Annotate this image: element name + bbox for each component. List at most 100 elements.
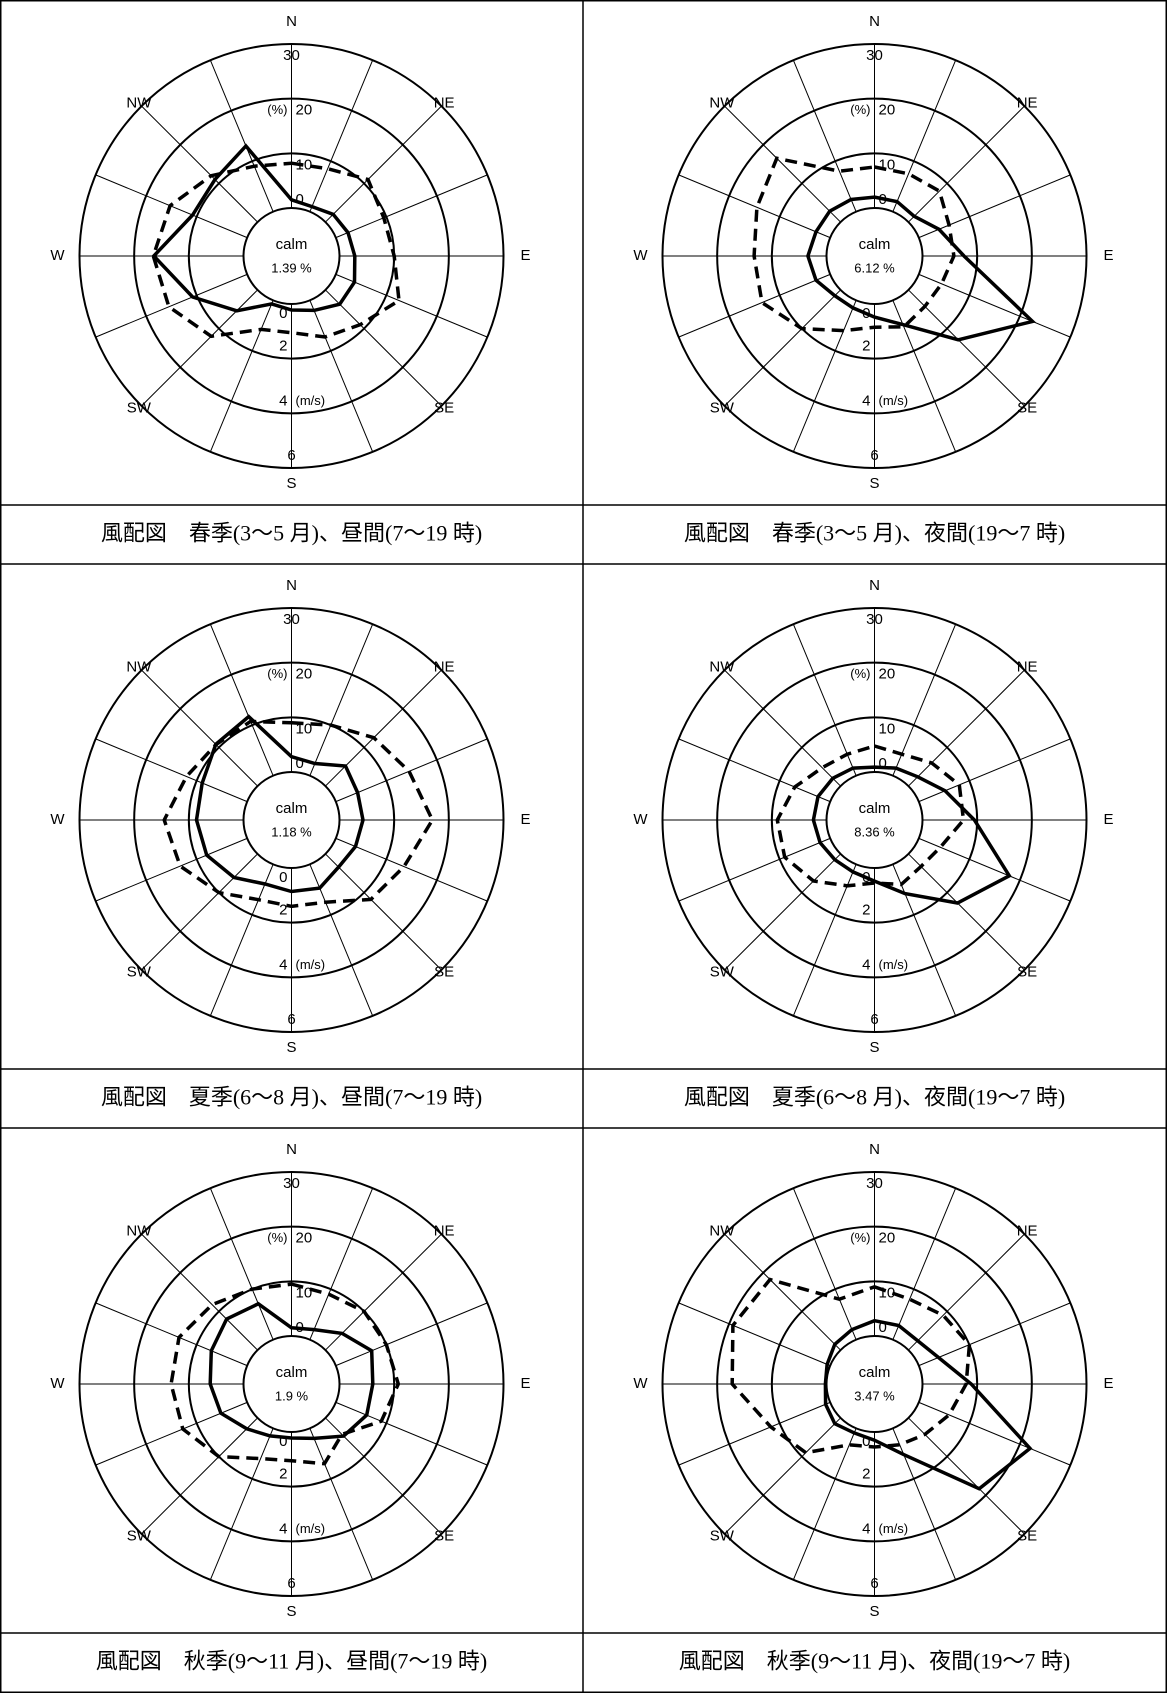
direction-label: S bbox=[869, 1039, 879, 1056]
spoke bbox=[908, 1417, 1025, 1535]
r2-unit-label: (m/s) bbox=[879, 957, 909, 972]
ring bbox=[242, 207, 341, 305]
r-tick-label: 0 bbox=[296, 755, 304, 772]
calm-value: 1.18 % bbox=[271, 824, 312, 839]
ring bbox=[825, 1335, 924, 1433]
spoke bbox=[792, 1428, 857, 1581]
r2-tick-label: 0 bbox=[279, 305, 287, 322]
spoke bbox=[325, 853, 442, 971]
spoke bbox=[141, 1233, 258, 1351]
r2-unit-label: (m/s) bbox=[296, 957, 326, 972]
caption: 風配図 夏季(6～8 月)、夜間(19～7 時) bbox=[684, 1085, 1065, 1110]
r2-tick-label: 2 bbox=[279, 902, 287, 919]
series-line bbox=[775, 744, 966, 888]
spoke bbox=[325, 105, 442, 223]
r-tick-label: 20 bbox=[296, 1230, 313, 1247]
spoke bbox=[335, 738, 488, 803]
direction-label: SW bbox=[127, 964, 152, 981]
spoke bbox=[908, 289, 1025, 407]
direction-label: NW bbox=[126, 658, 152, 675]
r2-tick-label: 0 bbox=[279, 1433, 287, 1450]
direction-label: SE bbox=[1017, 400, 1037, 417]
spoke bbox=[325, 289, 442, 407]
spoke bbox=[309, 623, 374, 776]
direction-label: W bbox=[633, 1375, 648, 1392]
r2-tick-label: 6 bbox=[287, 447, 295, 464]
caption: 風配図 春季(3～5 月)、昼間(7～19 時) bbox=[101, 521, 482, 546]
r-tick-label: 30 bbox=[866, 47, 883, 64]
r2-tick-label: 4 bbox=[279, 956, 287, 973]
spoke bbox=[724, 1233, 841, 1351]
spoke bbox=[724, 1417, 841, 1535]
spoke bbox=[141, 853, 258, 971]
series-line bbox=[811, 765, 1012, 905]
spoke bbox=[892, 864, 957, 1017]
spoke bbox=[209, 1428, 274, 1581]
r2-tick-label: 6 bbox=[870, 1575, 878, 1592]
spoke bbox=[918, 837, 1071, 902]
direction-label: N bbox=[869, 577, 880, 594]
spoke bbox=[918, 738, 1071, 803]
calm-text: calm bbox=[276, 800, 308, 817]
direction-label: S bbox=[869, 1603, 879, 1620]
r-tick-label: 10 bbox=[879, 720, 896, 737]
direction-label: S bbox=[286, 1603, 296, 1620]
ring bbox=[242, 771, 341, 869]
caption: 風配図 春季(3～5 月)、夜間(19～7 時) bbox=[684, 521, 1065, 546]
spoke bbox=[918, 1302, 1071, 1367]
caption: 風配図 夏季(6～8 月)、昼間(7～19 時) bbox=[101, 1085, 482, 1110]
series-line bbox=[151, 161, 401, 339]
spoke bbox=[678, 1401, 831, 1466]
spoke bbox=[678, 273, 831, 338]
r-tick-label: 10 bbox=[296, 156, 313, 173]
spoke bbox=[792, 300, 857, 453]
spoke bbox=[724, 853, 841, 971]
r-tick-label: 0 bbox=[879, 1319, 887, 1336]
spoke bbox=[678, 738, 831, 803]
spoke bbox=[95, 837, 248, 902]
spoke bbox=[141, 1417, 258, 1535]
r2-tick-label: 2 bbox=[862, 338, 870, 355]
r-unit-label: (%) bbox=[267, 1230, 287, 1245]
calm-text: calm bbox=[859, 236, 891, 253]
spoke bbox=[892, 623, 957, 776]
direction-label: E bbox=[520, 811, 530, 828]
r-tick-label: 30 bbox=[283, 611, 300, 628]
spoke bbox=[335, 174, 488, 239]
spoke bbox=[908, 105, 1025, 223]
r-tick-label: 10 bbox=[296, 1284, 313, 1301]
spoke bbox=[918, 174, 1071, 239]
series-line bbox=[730, 1277, 972, 1455]
r-unit-label: (%) bbox=[267, 666, 287, 681]
r2-tick-label: 4 bbox=[862, 956, 870, 973]
spoke bbox=[678, 174, 831, 239]
direction-label: NW bbox=[709, 1222, 735, 1239]
direction-label: E bbox=[520, 247, 530, 264]
r2-tick-label: 0 bbox=[279, 869, 287, 886]
series-line bbox=[169, 1282, 401, 1466]
spoke bbox=[335, 837, 488, 902]
spoke bbox=[141, 105, 258, 223]
direction-label: E bbox=[1103, 811, 1113, 828]
direction-label: S bbox=[869, 475, 879, 492]
direction-label: SE bbox=[434, 964, 454, 981]
r2-unit-label: (m/s) bbox=[296, 1521, 326, 1536]
direction-label: NE bbox=[1017, 1222, 1038, 1239]
direction-label: S bbox=[286, 475, 296, 492]
spoke bbox=[309, 1428, 374, 1581]
spoke bbox=[918, 273, 1071, 338]
spoke bbox=[309, 300, 374, 453]
spoke bbox=[678, 837, 831, 902]
direction-label: E bbox=[1103, 1375, 1113, 1392]
calm-value: 8.36 % bbox=[854, 824, 895, 839]
spoke bbox=[209, 623, 274, 776]
spoke bbox=[792, 864, 857, 1017]
r2-tick-label: 6 bbox=[287, 1575, 295, 1592]
r-tick-label: 30 bbox=[866, 1175, 883, 1192]
r-unit-label: (%) bbox=[267, 102, 287, 117]
r2-unit-label: (m/s) bbox=[879, 393, 909, 408]
direction-label: SE bbox=[1017, 1528, 1037, 1545]
direction-label: W bbox=[633, 247, 648, 264]
spoke bbox=[892, 59, 957, 212]
r2-tick-label: 4 bbox=[862, 392, 870, 409]
